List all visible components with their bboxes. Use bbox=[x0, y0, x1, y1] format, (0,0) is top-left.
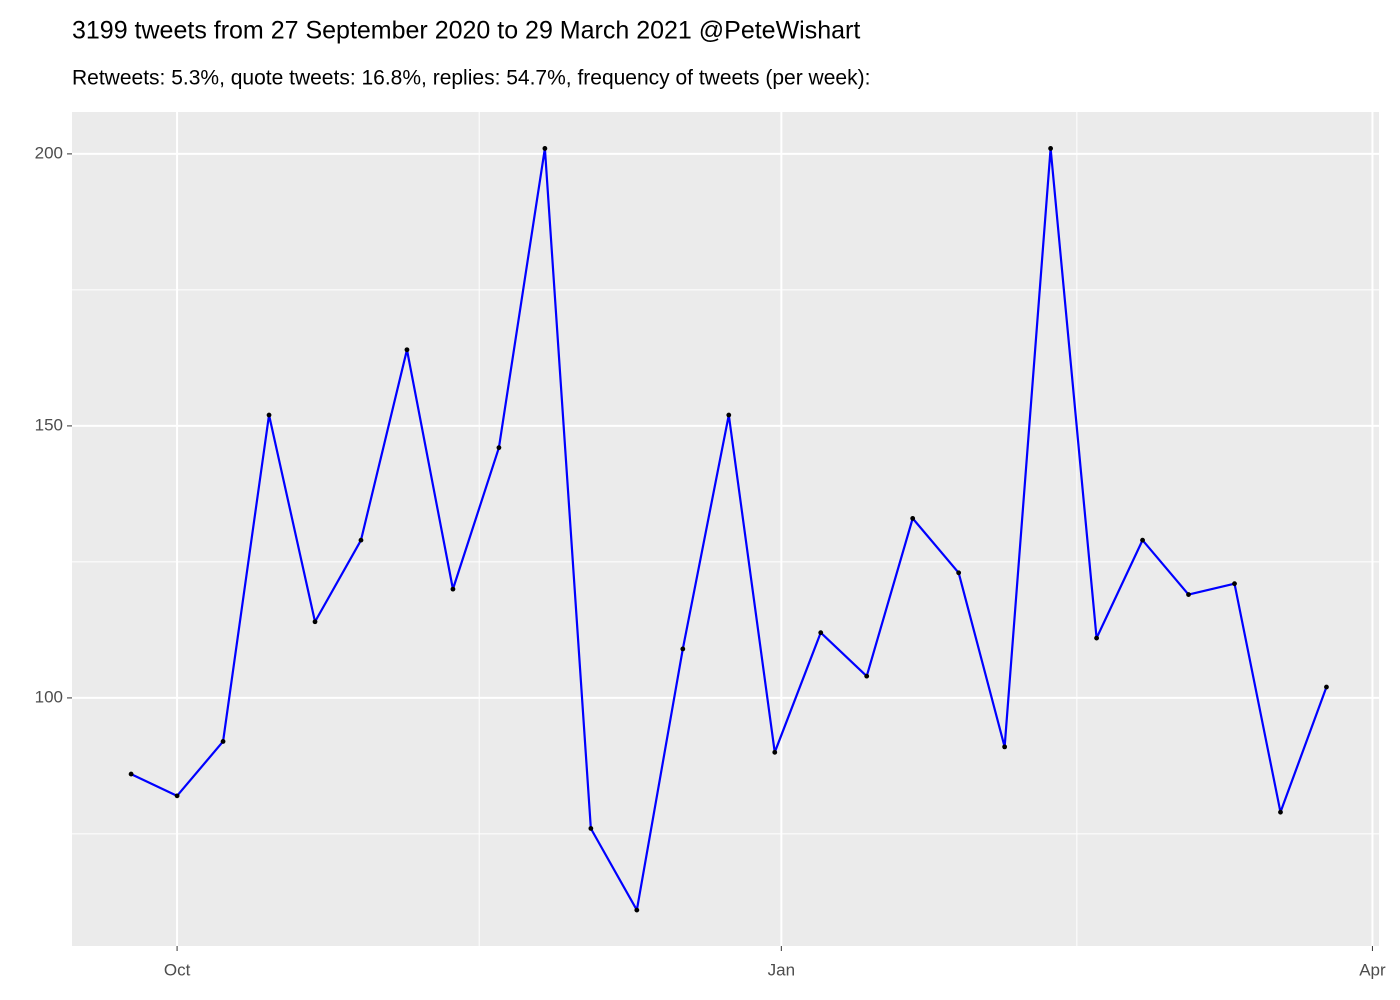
data-point bbox=[726, 412, 732, 418]
data-point bbox=[910, 515, 916, 521]
data-point bbox=[312, 619, 318, 625]
x-tick-label: Oct bbox=[164, 960, 191, 979]
data-point bbox=[1232, 581, 1237, 587]
data-point bbox=[128, 771, 134, 777]
data-point bbox=[1094, 635, 1099, 641]
data-point bbox=[358, 537, 364, 543]
data-point bbox=[266, 412, 272, 418]
data-point bbox=[496, 445, 502, 451]
data-point bbox=[1324, 684, 1329, 690]
data-point bbox=[956, 570, 962, 576]
data-point bbox=[1278, 809, 1283, 815]
plot-panel bbox=[72, 112, 1379, 946]
data-point bbox=[1048, 146, 1054, 151]
x-tick-label: Jan bbox=[768, 960, 795, 979]
data-point bbox=[864, 673, 870, 679]
data-point bbox=[404, 347, 410, 353]
data-point bbox=[1002, 744, 1008, 750]
chart-subtitle: Retweets: 5.3%, quote tweets: 16.8%, rep… bbox=[72, 67, 870, 90]
data-point bbox=[1140, 537, 1145, 543]
chart-title: 3199 tweets from 27 September 2020 to 29… bbox=[72, 17, 860, 45]
data-point bbox=[818, 630, 824, 636]
data-point bbox=[220, 739, 226, 744]
y-tick-label: 100 bbox=[35, 687, 63, 706]
data-point bbox=[634, 907, 640, 913]
x-tick-label: Apr bbox=[1359, 960, 1386, 979]
data-point bbox=[1186, 592, 1191, 597]
data-point bbox=[772, 749, 778, 755]
data-point bbox=[542, 146, 548, 151]
data-point bbox=[174, 793, 180, 799]
data-point bbox=[680, 646, 686, 652]
data-point bbox=[588, 826, 594, 831]
data-point bbox=[450, 586, 456, 592]
y-tick-label: 150 bbox=[35, 415, 63, 434]
y-tick-label: 200 bbox=[35, 143, 63, 162]
